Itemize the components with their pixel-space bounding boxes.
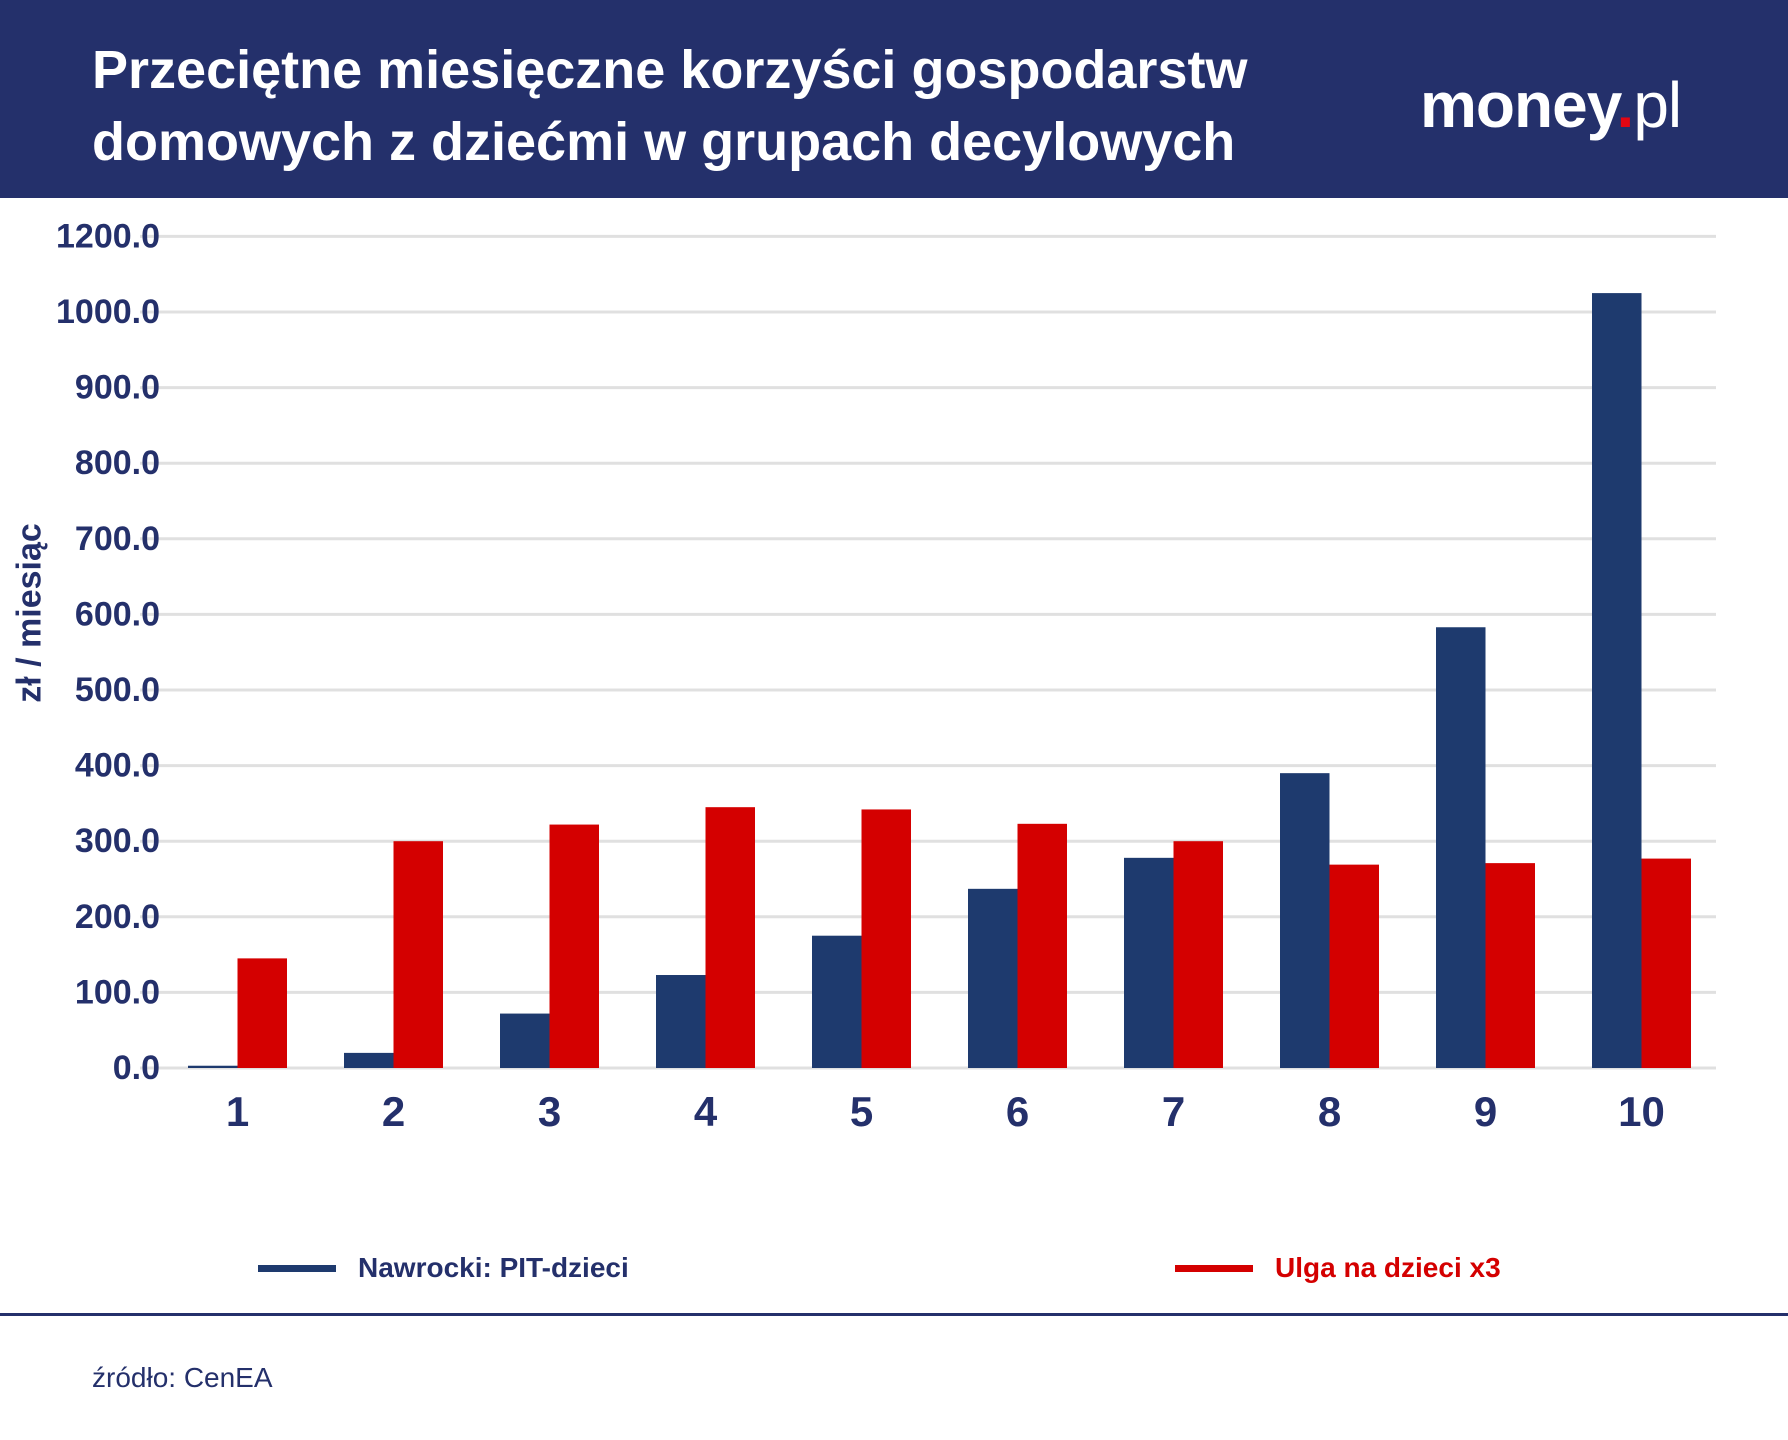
bar-ulga-na-dzieci: [1017, 823, 1067, 1068]
x-tick-label: 1: [226, 1088, 249, 1135]
bar-pit-dzieci: [1436, 627, 1486, 1068]
bar-ulga-na-dzieci: [393, 841, 443, 1068]
x-tick-label: 6: [1006, 1088, 1029, 1135]
bar-ulga-na-dzieci: [1329, 864, 1379, 1068]
bar-pit-dzieci: [188, 1065, 238, 1068]
y-tick-label: 800.0: [75, 444, 160, 482]
bar-pit-dzieci: [1124, 857, 1174, 1068]
footer-divider: [0, 1313, 1788, 1316]
x-tick-label: 10: [1618, 1088, 1665, 1135]
bar-pit-dzieci: [1280, 773, 1330, 1068]
bar-chart: 0.0 100.0 200.0 300.0 400.0 500.0 600.0 700.0 80…: [56, 217, 1716, 1135]
logo-suffix: pl: [1633, 69, 1682, 141]
y-tick-label: 700.0: [75, 520, 160, 558]
bar-pit-dzieci: [656, 975, 706, 1068]
chart-header: Przeciętne miesięczne korzyści gospodars…: [0, 0, 1788, 198]
bar-ulga-na-dzieci: [549, 824, 599, 1068]
y-tick-label: 200.0: [75, 898, 160, 936]
chart-title-line-1: Przeciętne miesięczne korzyści gospodars…: [92, 40, 1248, 100]
y-tick-label: 1000.0: [56, 293, 160, 331]
bar-ulga-na-dzieci: [705, 807, 755, 1068]
legend-swatch-ulga-na-dzieci: [1175, 1264, 1253, 1272]
x-tick-label: 4: [694, 1088, 718, 1135]
y-tick-label: 0.0: [113, 1049, 160, 1087]
chart-title: Przeciętne miesięczne korzyści gospodars…: [92, 34, 1392, 178]
bar-pit-dzieci: [1592, 293, 1642, 1069]
x-tick-label: 5: [850, 1088, 873, 1135]
y-axis-title: zł / miesiąc: [10, 523, 49, 703]
source-note: źródło: CenEA: [92, 1362, 273, 1393]
bar-ulga-na-dzieci: [1641, 858, 1691, 1068]
y-tick-label: 900.0: [75, 369, 160, 407]
money-pl-logo: money.pl: [1420, 60, 1740, 150]
chart-title-line-2: domowych z dziećmi w grupach decylowych: [92, 112, 1236, 172]
y-tick-label: 400.0: [75, 747, 160, 785]
x-tick-label: 3: [538, 1088, 561, 1135]
logo-dot: .: [1616, 69, 1635, 141]
bar-pit-dzieci: [968, 888, 1018, 1068]
x-tick-label: 8: [1318, 1088, 1341, 1135]
logo-text: money: [1420, 69, 1618, 141]
x-tick-label: 9: [1474, 1088, 1497, 1135]
y-tick-label: 500.0: [75, 671, 160, 709]
legend-label-pit-dzieci: Nawrocki: PIT-dzieci: [358, 1252, 629, 1283]
legend-item-pit-dzieci: Nawrocki: PIT-dzieci: [258, 1250, 629, 1286]
legend-item-ulga-na-dzieci: Ulga na dzieci x3: [1175, 1250, 1501, 1286]
y-tick-label: 1200.0: [56, 217, 160, 255]
bar-pit-dzieci: [344, 1052, 394, 1068]
y-tick-label: 600.0: [75, 595, 160, 633]
bar-pit-dzieci: [812, 935, 862, 1068]
y-tick-label: 300.0: [75, 822, 160, 860]
y-tick-label: 100.0: [75, 973, 160, 1011]
x-tick-label: 7: [1162, 1088, 1185, 1135]
bar-ulga-na-dzieci: [1173, 841, 1223, 1068]
legend-label-ulga-na-dzieci: Ulga na dzieci x3: [1275, 1252, 1501, 1283]
bar-ulga-na-dzieci: [1485, 863, 1535, 1068]
bar-pit-dzieci: [500, 1013, 550, 1068]
bar-ulga-na-dzieci: [861, 809, 911, 1068]
bar-ulga-na-dzieci: [237, 958, 287, 1068]
legend-swatch-pit-dzieci: [258, 1264, 336, 1272]
x-tick-label: 2: [382, 1088, 405, 1135]
